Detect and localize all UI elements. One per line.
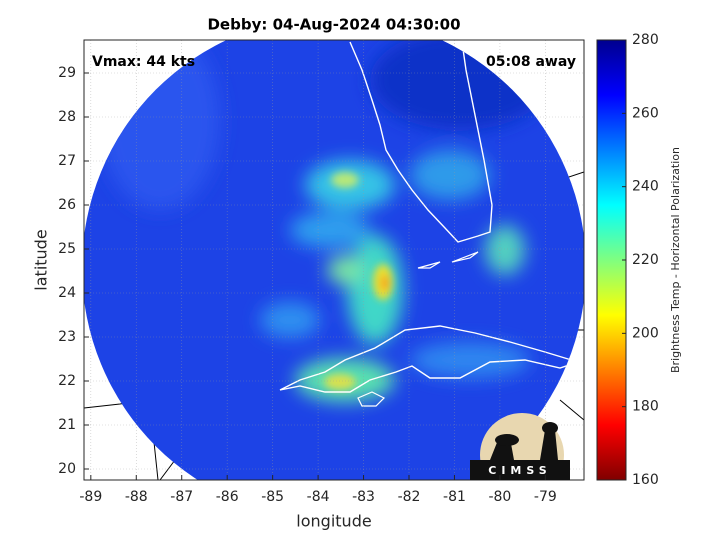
y-tick-label: 26	[58, 197, 76, 213]
x-tick-label: -85	[261, 489, 284, 505]
colorbar-tick-label: 200	[632, 325, 659, 341]
y-tick-label: 29	[58, 65, 76, 81]
x-tick-label: -88	[125, 489, 148, 505]
y-axis-label: latitude	[32, 229, 51, 290]
colorbar-tick-label: 160	[632, 472, 659, 488]
y-tick-label: 24	[58, 285, 76, 301]
swath-image	[84, 40, 584, 480]
colorbar-tick-label: 180	[632, 399, 659, 415]
x-tick-label: -86	[216, 489, 239, 505]
logo: CIMSS	[470, 413, 570, 480]
y-tick-label: 28	[58, 109, 76, 125]
x-tick-label: -84	[307, 489, 330, 505]
x-tick-label: -89	[79, 489, 102, 505]
y-tick-label: 20	[58, 461, 76, 477]
y-tick-label: 25	[58, 241, 76, 257]
y-tick-label: 22	[58, 373, 76, 389]
colorbar	[596, 39, 627, 481]
colorbar-label: Brightness Temp - Horizontal Polarizatio…	[669, 147, 682, 373]
x-tick-label: -83	[352, 489, 375, 505]
colorbar-tick-label: 280	[632, 32, 659, 48]
plot-frame	[83, 39, 585, 481]
x-tick-label: -82	[398, 489, 421, 505]
x-tick-label: -81	[443, 489, 466, 505]
x-tick-label: -80	[488, 489, 511, 505]
annotation: 05:08 away	[486, 54, 576, 70]
annotation: Vmax: 44 kts	[92, 54, 195, 70]
chart-title: Debby: 04-Aug-2024 04:30:00	[207, 16, 460, 34]
x-tick-label: -87	[170, 489, 193, 505]
colorbar-tick-label: 220	[632, 252, 659, 268]
y-tick-label: 27	[58, 153, 76, 169]
x-axis-label: longitude	[296, 512, 371, 531]
x-tick-label: -79	[534, 489, 557, 505]
y-tick-label: 23	[58, 329, 76, 345]
colorbar-tick-label: 260	[632, 105, 659, 121]
colorbar-tick-label: 240	[632, 179, 659, 195]
logo-text: CIMSS	[488, 464, 551, 477]
y-tick-label: 21	[58, 417, 76, 433]
